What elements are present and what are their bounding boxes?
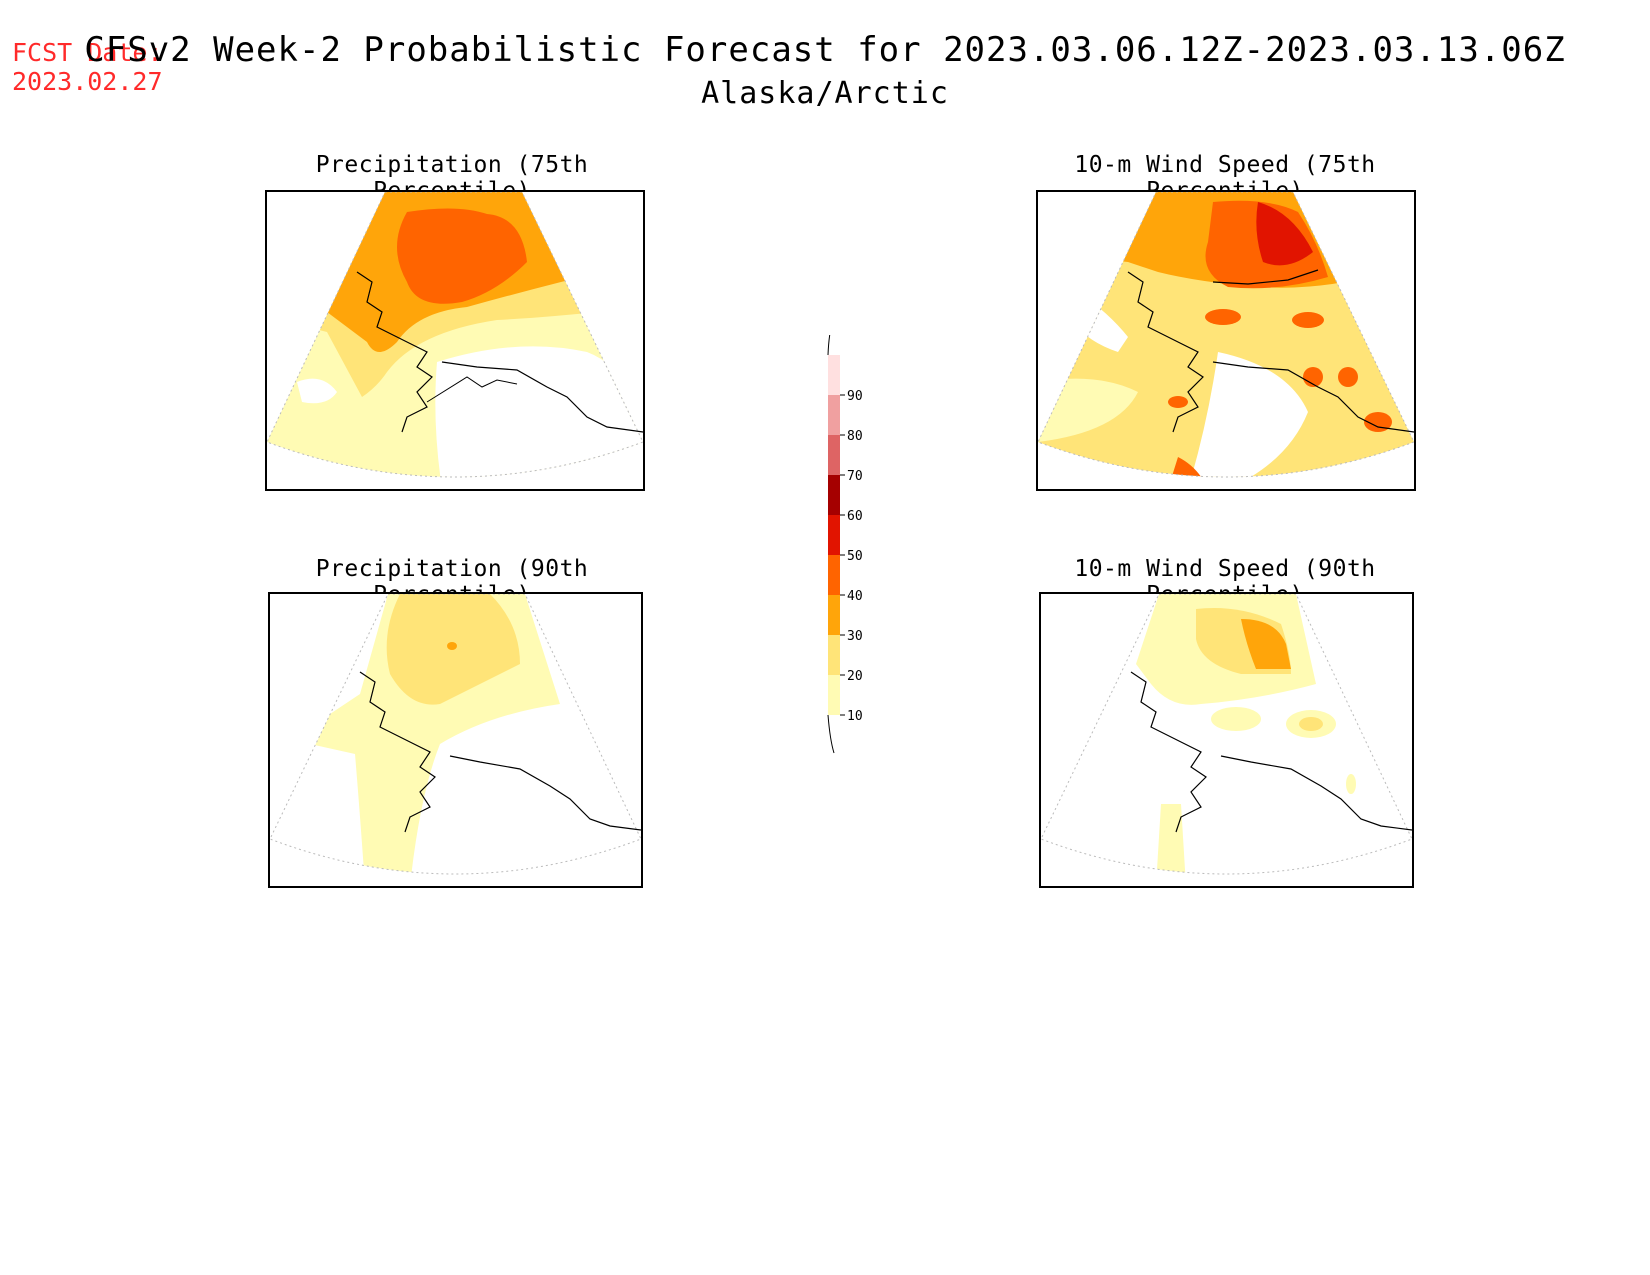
map-wind-75 <box>1036 190 1416 491</box>
colorbar-swatch-60 <box>828 475 840 515</box>
colorbar-swatch-30 <box>828 595 840 635</box>
colorbar-label-50: 50 <box>847 549 863 564</box>
colorbar-label-70: 70 <box>847 469 863 484</box>
colorbar-swatch-10 <box>828 675 840 715</box>
colorbar-head <box>827 316 835 356</box>
forecast-date-block: FCST Date: 2023.02.27 <box>12 38 163 96</box>
colorbar-swatch-20 <box>828 635 840 675</box>
colorbar-swatch-80 <box>828 395 840 435</box>
page-title: CFSv2 Week-2 Probabilistic Forecast for … <box>84 30 1566 70</box>
colorbar-svg: 10 20 30 40 50 60 70 80 90 <box>827 316 863 754</box>
map-precip-90 <box>268 592 643 888</box>
page-subtitle: Alaska/Arctic <box>701 76 949 111</box>
colorbar-label-10: 10 <box>847 709 863 724</box>
colorbar-swatch-90 <box>828 355 840 395</box>
colorbar: 10 20 30 40 50 60 70 80 90 <box>820 316 890 779</box>
colorbar-tail <box>827 714 835 754</box>
colorbar-swatch-70 <box>828 435 840 475</box>
colorbar-label-80: 80 <box>847 429 863 444</box>
colorbar-swatch-40 <box>828 555 840 595</box>
colorbar-label-20: 20 <box>847 669 863 684</box>
forecast-date-value: 2023.02.27 <box>12 67 163 96</box>
colorbar-label-60: 60 <box>847 509 863 524</box>
colorbar-swatch-50 <box>828 515 840 555</box>
map-precip-75 <box>265 190 645 491</box>
colorbar-label-40: 40 <box>847 589 863 604</box>
colorbar-label-90: 90 <box>847 389 863 404</box>
colorbar-label-30: 30 <box>847 629 863 644</box>
forecast-date-label: FCST Date: <box>12 38 163 67</box>
map-wind-90 <box>1039 592 1414 888</box>
